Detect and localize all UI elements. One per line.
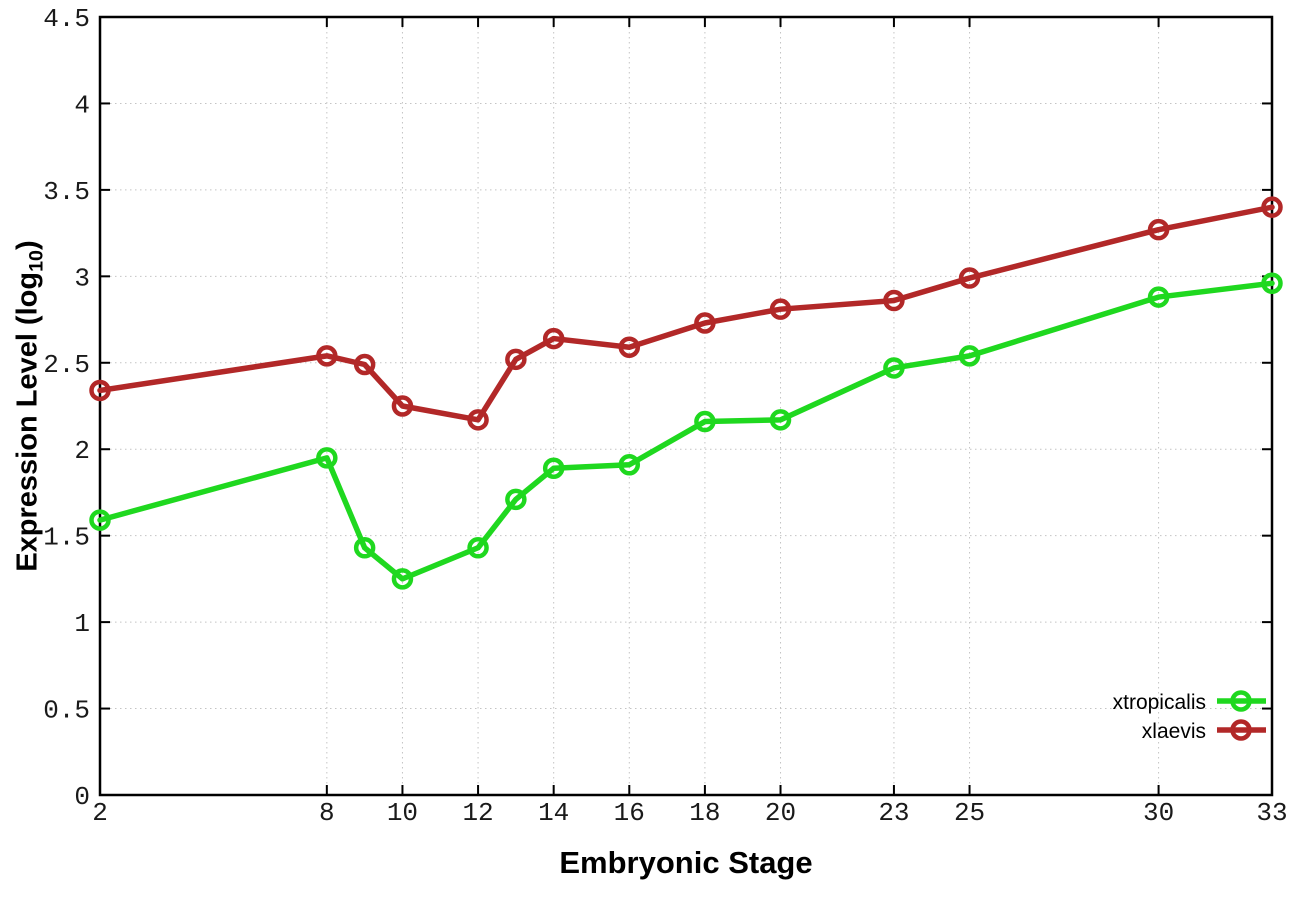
x-axis-title: Embryonic Stage <box>559 845 813 880</box>
data-point-xlaevis <box>618 336 641 358</box>
x-tick-label: 8 <box>319 798 335 828</box>
x-tick-label: 10 <box>387 798 418 828</box>
legend-label-xtropicalis: xtropicalis <box>1113 691 1206 714</box>
y-tick-label: 4 <box>74 90 90 120</box>
x-tick-label: 18 <box>689 798 720 828</box>
x-tick-label: 14 <box>538 798 569 828</box>
x-tick-label: 2 <box>92 798 108 828</box>
series-line-xlaevis <box>97 204 1275 423</box>
series-xlaevis <box>89 196 1283 431</box>
data-point-xtropicalis <box>391 568 414 590</box>
legend: xtropicalis xlaevis <box>1113 690 1266 743</box>
x-tick-label: 16 <box>614 798 645 828</box>
data-point-xtropicalis <box>316 447 338 469</box>
y-axis-title: Expression Level (log10) <box>12 240 49 571</box>
data-point-xlaevis <box>694 312 716 334</box>
y-axis-title-text: Expression Level (log <box>11 271 44 572</box>
data-point-xlaevis <box>391 395 414 417</box>
plot-border <box>98 15 1274 797</box>
data-point-xlaevis <box>1147 218 1170 241</box>
series-xtropicalis <box>89 272 1283 590</box>
y-tick-label: 4.5 <box>43 4 90 34</box>
data-point-xlaevis <box>505 348 527 371</box>
y-axis-title-suffix: ) <box>11 240 44 250</box>
data-point-xlaevis <box>353 353 376 376</box>
y-tick-label: 1 <box>74 609 90 639</box>
data-point-xtropicalis <box>618 454 641 476</box>
data-point-xtropicalis <box>769 409 792 431</box>
data-point-xlaevis <box>89 379 111 402</box>
y-tick-label: 1.5 <box>43 523 90 553</box>
x-tick-label: 33 <box>1256 798 1287 828</box>
y-tick-label: 2.5 <box>43 350 90 380</box>
x-tick-label: 20 <box>765 798 796 828</box>
data-point-xtropicalis <box>694 410 716 433</box>
data-point-xlaevis <box>467 409 489 431</box>
x-tick-label: 30 <box>1143 798 1174 828</box>
y-tick-label: 0 <box>74 782 90 812</box>
data-point-xlaevis <box>1261 196 1283 218</box>
y-tick-label: 3.5 <box>43 177 90 207</box>
data-point-xlaevis <box>316 345 338 367</box>
legend-marker-xlaevis <box>1230 719 1252 741</box>
data-point-xtropicalis <box>505 488 527 511</box>
y-tick-label: 0.5 <box>43 696 90 726</box>
data-point-xtropicalis <box>542 457 565 479</box>
x-tick-labels: 2 8 10 12 14 16 18 20 23 25 30 33 <box>92 798 1287 828</box>
y-tick-label: 3 <box>74 263 90 293</box>
data-point-xlaevis <box>883 289 905 312</box>
y-axis-title-subscript: 10 <box>25 249 48 272</box>
data-point-xlaevis <box>542 327 565 350</box>
x-tick-label: 12 <box>462 798 493 828</box>
data-point-xtropicalis <box>1261 272 1283 294</box>
y-tick-label: 2 <box>74 436 90 466</box>
data-point-xlaevis <box>769 298 792 320</box>
y-tick-labels: 0 0.5 1 1.5 2 2.5 3 3.5 4 4.5 <box>43 4 90 812</box>
x-tick-label: 23 <box>878 798 909 828</box>
data-point-xtropicalis <box>1147 286 1170 308</box>
legend-label-xlaevis: xlaevis <box>1142 720 1206 743</box>
data-point-xlaevis <box>958 267 981 289</box>
x-tick-label: 25 <box>954 798 985 828</box>
data-point-xtropicalis <box>958 345 981 367</box>
gridlines <box>100 17 1273 795</box>
legend-marker-xtropicalis <box>1230 690 1252 712</box>
data-point-xtropicalis <box>883 357 905 379</box>
data-point-xtropicalis <box>467 537 489 559</box>
data-point-xtropicalis <box>89 509 111 531</box>
axis-ticks <box>99 16 1273 796</box>
data-point-xtropicalis <box>353 537 376 559</box>
